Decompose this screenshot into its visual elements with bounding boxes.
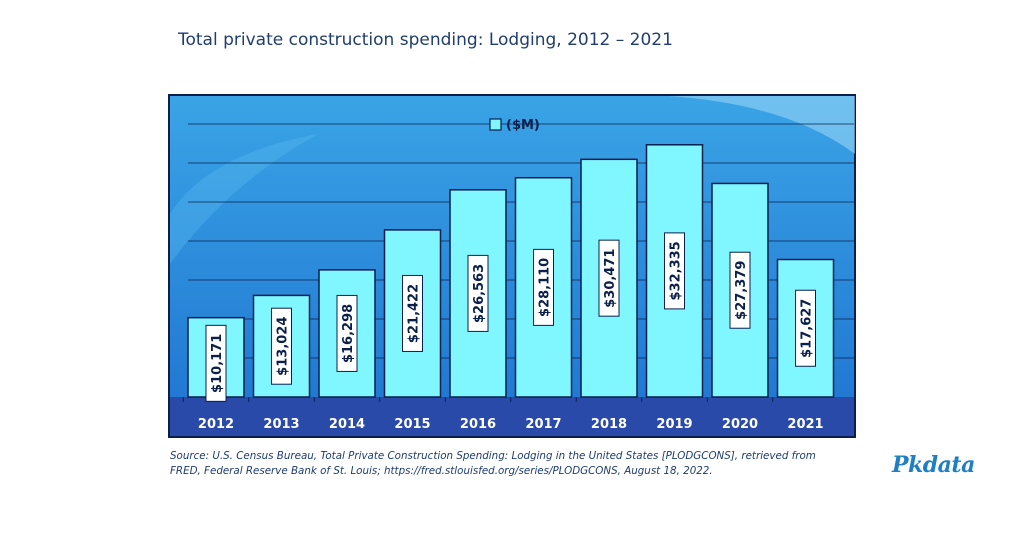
legend-swatch bbox=[489, 118, 502, 131]
background-swoosh bbox=[668, 96, 855, 154]
data-label-text: $27,379 bbox=[734, 261, 749, 320]
data-label-2012: $10,171 bbox=[205, 324, 227, 402]
chart-title: Total private construction spending: Lod… bbox=[178, 30, 673, 50]
data-label-box bbox=[729, 251, 751, 329]
data-label-text: $13,024 bbox=[276, 317, 291, 376]
x-tick-2019: 2019 bbox=[656, 417, 692, 432]
data-label-box bbox=[205, 324, 227, 402]
bars: $10,171 $13,024 $16,298 $21,422 $26,563 $28,1… bbox=[187, 144, 835, 402]
data-label-text: $10,171 bbox=[210, 334, 225, 393]
legend-label: ($M) bbox=[506, 118, 540, 133]
x-tick-2021: 2021 bbox=[787, 417, 823, 432]
x-tick-2013: 2013 bbox=[263, 417, 299, 432]
data-label-2018: $30,471 bbox=[598, 239, 620, 317]
x-tick-2018: 2018 bbox=[591, 417, 627, 432]
x-tick-2015: 2015 bbox=[394, 417, 430, 432]
x-tick-labels: 2012 2013 2014 2015 2016 2017 2018 2019 2020 2021 bbox=[182, 397, 824, 432]
data-label-text: $32,335 bbox=[669, 241, 684, 300]
x-tick-2016: 2016 bbox=[460, 417, 496, 432]
x-tick-2020: 2020 bbox=[722, 417, 758, 432]
x-tick-2014: 2014 bbox=[329, 417, 365, 432]
chart-frame: $10,171 $13,024 $16,298 $21,422 $26,563 $28,1… bbox=[168, 94, 856, 438]
x-tick-2017: 2017 bbox=[525, 417, 561, 432]
data-label-2016: $26,563 bbox=[467, 254, 489, 332]
data-label-box bbox=[271, 307, 292, 385]
data-label-2015: $21,422 bbox=[402, 274, 423, 352]
data-label-box bbox=[664, 232, 685, 310]
data-label-2017: $28,110 bbox=[533, 248, 554, 326]
data-label-text: $28,110 bbox=[538, 258, 553, 317]
data-label-text: $21,422 bbox=[407, 284, 422, 343]
background-swoosh-lower bbox=[170, 134, 318, 264]
data-label-box bbox=[336, 294, 358, 372]
data-label-box bbox=[598, 239, 620, 317]
data-label-box bbox=[402, 274, 423, 352]
data-label-box bbox=[467, 254, 489, 332]
data-label-2021: $17,627 bbox=[795, 289, 816, 367]
data-label-2013: $13,024 bbox=[271, 307, 292, 385]
x-tick-2012: 2012 bbox=[198, 417, 234, 432]
data-label-text: $16,298 bbox=[341, 304, 356, 363]
brand-logo: Pkdata bbox=[892, 452, 975, 478]
data-label-2014: $16,298 bbox=[336, 294, 358, 372]
x-axis-band bbox=[170, 397, 854, 436]
bar-chart: $10,171 $13,024 $16,298 $21,422 $26,563 $28,1… bbox=[168, 94, 856, 438]
data-label-2020: $27,379 bbox=[729, 251, 751, 329]
data-label-text: $30,471 bbox=[603, 249, 618, 308]
source-note: Source: U.S. Census Bureau, Total Privat… bbox=[170, 450, 816, 477]
data-label-2019: $32,335 bbox=[664, 232, 685, 310]
legend: ($M) bbox=[489, 118, 540, 133]
data-label-box bbox=[533, 248, 554, 326]
data-label-box bbox=[795, 289, 816, 367]
data-label-text: $17,627 bbox=[800, 299, 815, 358]
data-label-text: $26,563 bbox=[472, 264, 487, 323]
